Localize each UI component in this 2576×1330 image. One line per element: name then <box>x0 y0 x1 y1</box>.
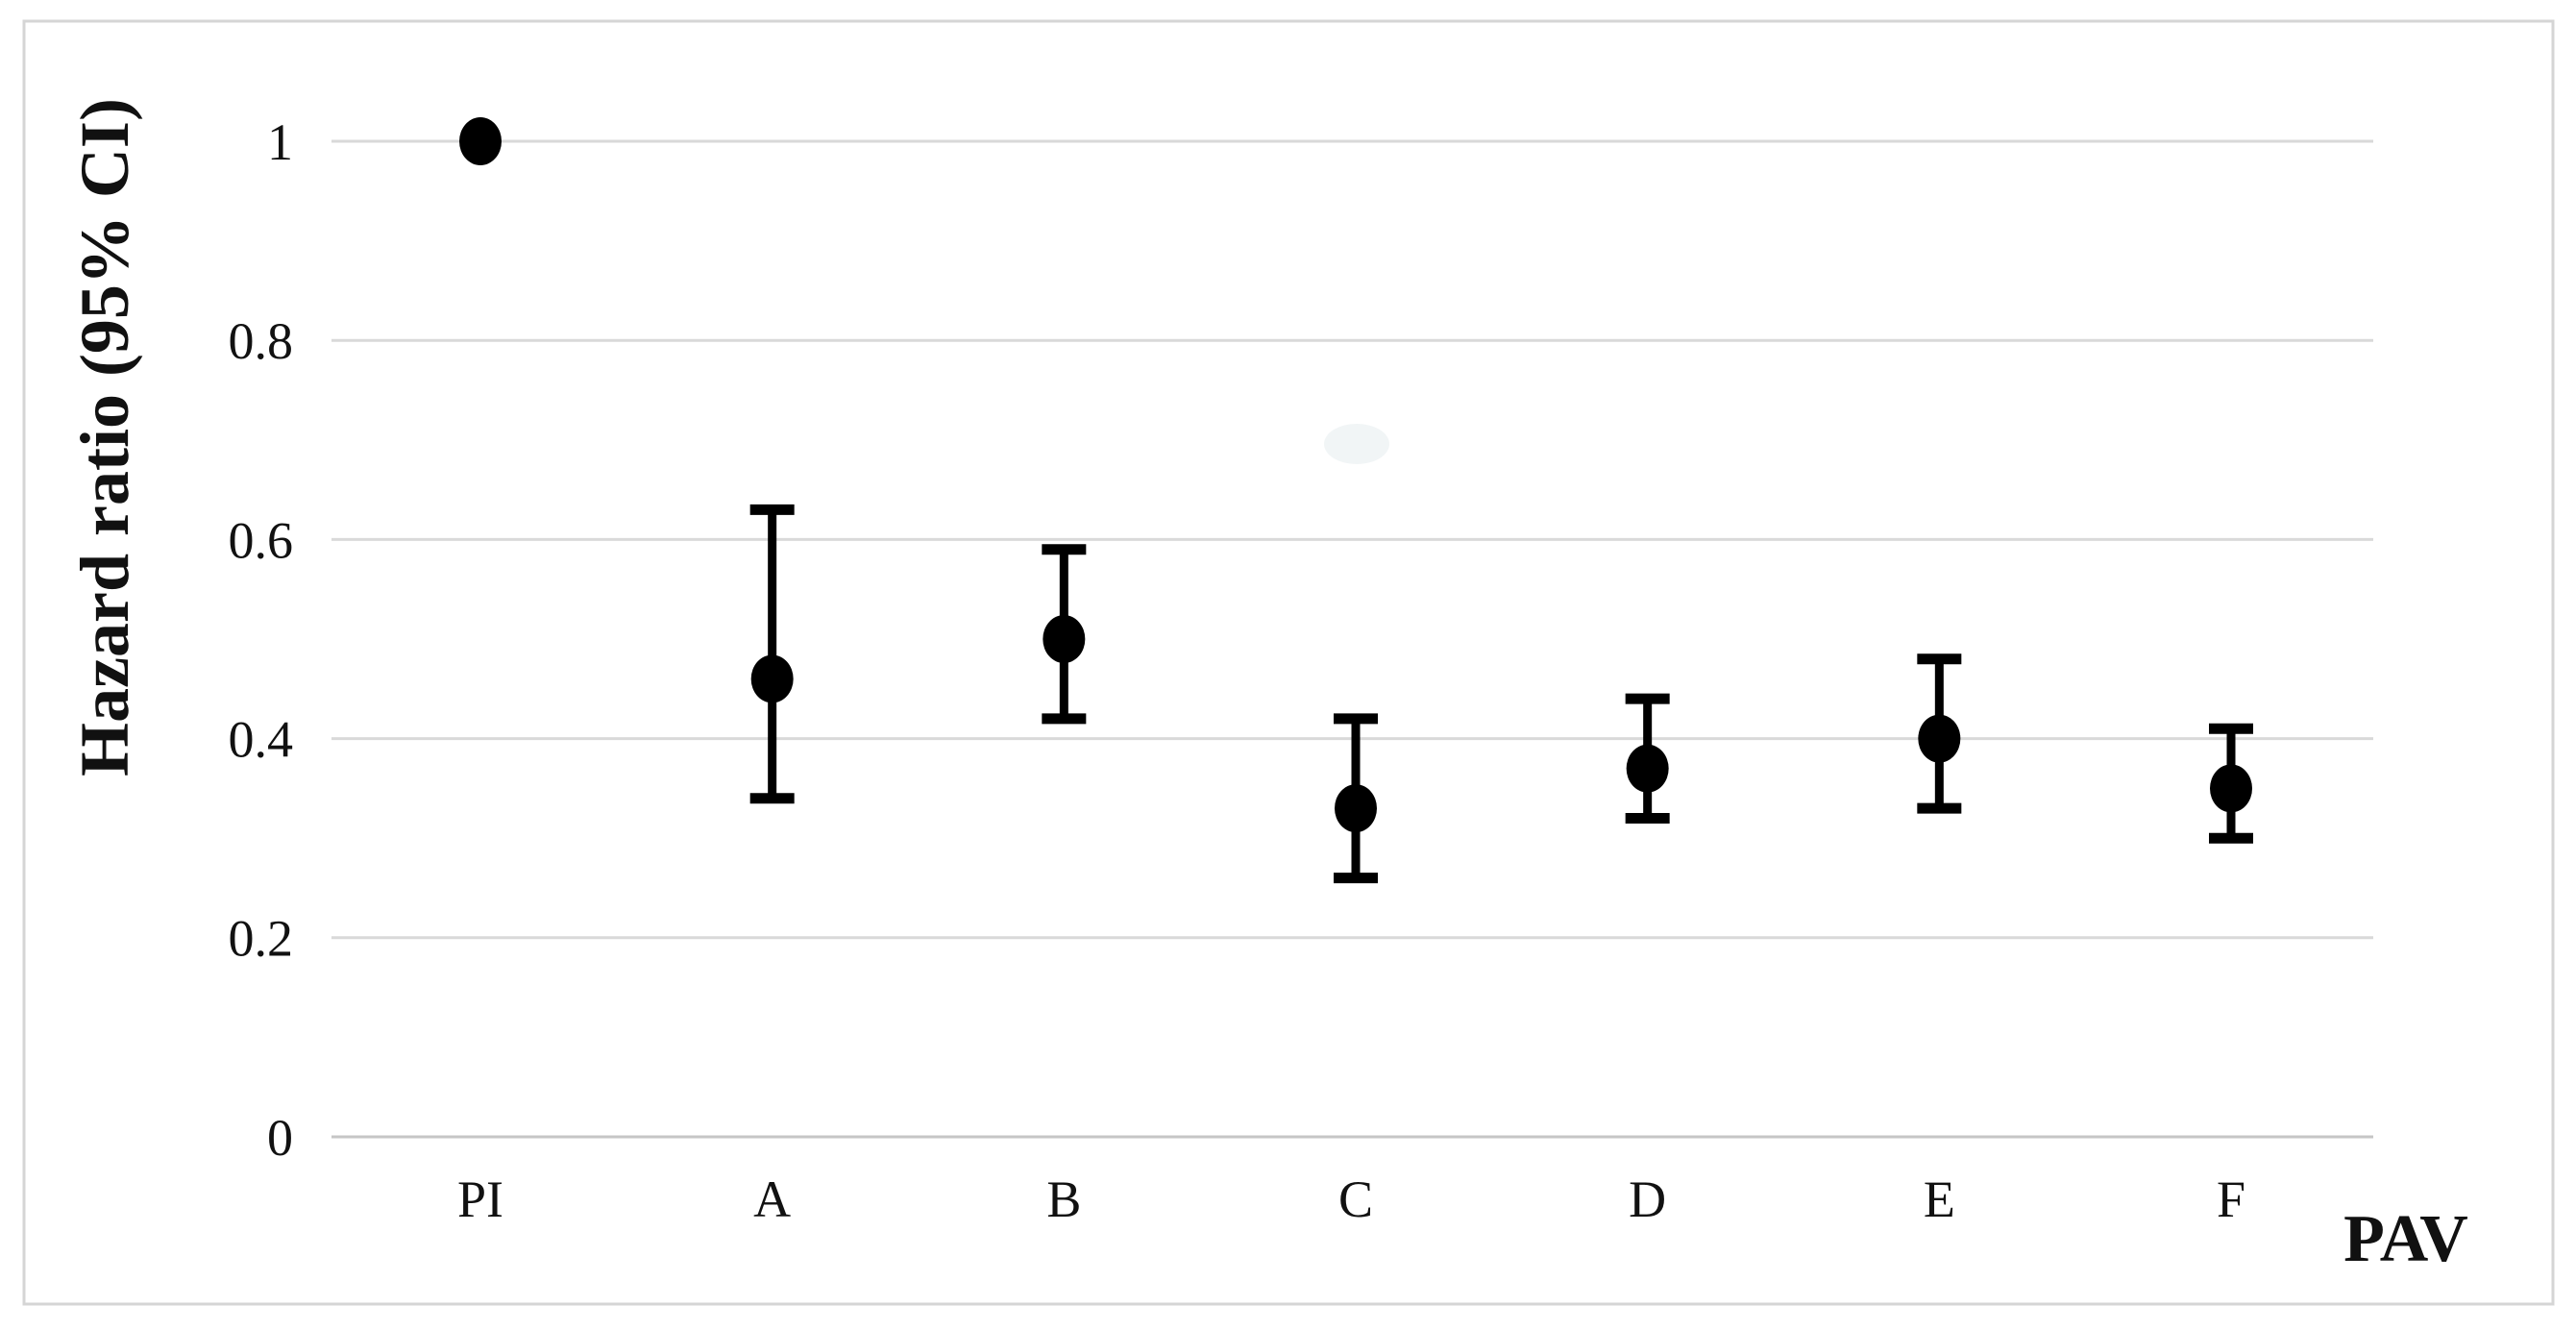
data-point-marker-f <box>2210 764 2253 813</box>
x-axis-title: PAV <box>2343 1202 2468 1276</box>
x-category-label-e: E <box>1924 1170 1955 1228</box>
data-point-marker-e <box>1918 714 1961 763</box>
y-tick-label: 0.4 <box>229 711 294 769</box>
data-point-marker-a <box>750 654 794 703</box>
data-point-marker-d <box>1626 744 1669 793</box>
x-category-label-c: C <box>1338 1170 1373 1228</box>
y-tick-label: 0.6 <box>229 511 294 569</box>
chart-border-frame <box>22 19 2555 1306</box>
data-point-marker-pi <box>459 117 502 165</box>
x-category-label-d: D <box>1629 1170 1666 1228</box>
y-tick-label: 1 <box>267 113 293 171</box>
y-tick-labels: 0 0.2 0.4 0.6 0.8 1 <box>229 113 294 1167</box>
data-point-marker-b <box>1043 615 1086 663</box>
y-tick-label: 0.2 <box>229 910 294 968</box>
y-tick-label: 0.8 <box>229 312 294 370</box>
x-category-label-pi: PI <box>457 1170 503 1228</box>
gridlines-layer <box>331 139 2373 1139</box>
x-category-label-b: B <box>1046 1170 1081 1228</box>
x-category-label-a: A <box>753 1170 791 1228</box>
y-tick-label: 0 <box>267 1109 293 1167</box>
data-series-layer <box>459 117 2254 884</box>
error-bar-a <box>749 504 795 804</box>
x-category-label-f: F <box>2217 1170 2245 1228</box>
data-point-marker-c <box>1335 784 1378 833</box>
y-axis-title: Hazard ratio (95% CI) <box>66 98 143 776</box>
watermark-smudge <box>1324 424 1389 464</box>
x-category-labels: PI A B C D E F <box>457 1170 2245 1228</box>
